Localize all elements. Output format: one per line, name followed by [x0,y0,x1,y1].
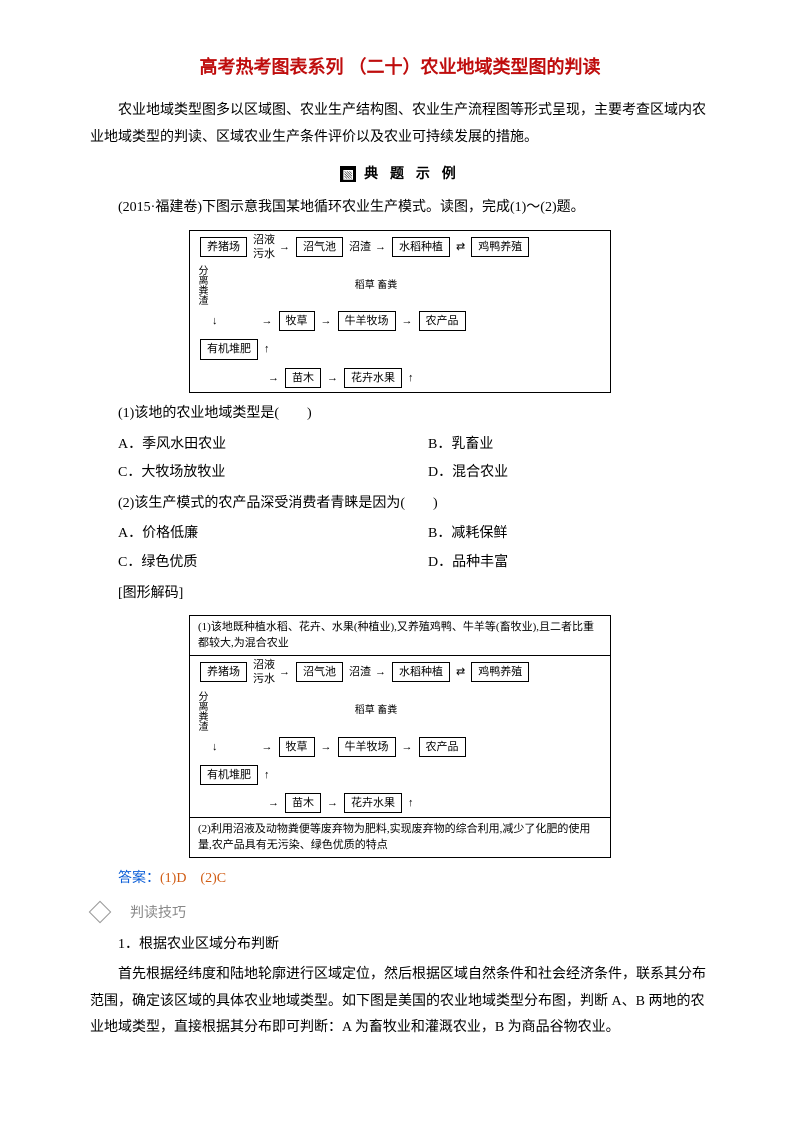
answer-value: (1)D (2)C [160,871,226,886]
arrow-icon: → [327,796,338,810]
node-rice: 水稻种植 [392,662,450,682]
q2-option-a: A．价格低廉 [90,521,400,548]
arrow-icon: → [268,371,279,385]
node-pig: 养猪场 [200,237,247,257]
arrow-icon: → [262,740,273,754]
q1-option-a: A．季风水田农业 [90,432,400,459]
cube-icon [89,901,112,924]
arrow-icon: ↑ [264,768,270,782]
technique-label: 判读技巧 [116,899,186,926]
node-biogas: 沼气池 [296,237,343,257]
arrow-icon: ↓ [212,314,218,328]
arrow-icon: → [279,240,290,254]
q1-option-b: B．乳畜业 [400,432,710,459]
node-cattle: 牛羊牧场 [338,737,396,757]
arrow-icon: ↑ [264,342,270,356]
arrow-icon: ↑ [408,796,414,810]
label-separate: 分离粪渣 [196,265,208,305]
section-header: ▧ 典 题 示 例 [90,159,710,187]
q2-option-d: D．品种丰富 [400,550,710,577]
section-marker-icon: ▧ [340,166,356,182]
q1-option-d: D．混合农业 [400,460,710,487]
arrow-icon: → [375,665,386,679]
diagram-2: (1)该地既种植水稻、花卉、水果(种植业),又养殖鸡鸭、牛羊等(畜牧业),且二者… [90,615,710,858]
label-straw: 稻草 畜粪 [208,279,544,292]
answer-line: 答案：(1)D (2)C [90,866,710,893]
decode-label: [图形解码] [90,581,710,608]
node-grass: 牧草 [279,311,315,331]
q2-stem: (2)该生产模式的农产品深受消费者青睐是因为( ) [90,491,710,518]
q2-option-c: C．绿色优质 [90,550,400,577]
node-rice: 水稻种植 [392,237,450,257]
answer-label: 答案： [118,871,160,886]
node-product: 农产品 [419,311,466,331]
arrow-icon: → [375,240,386,254]
arrow-icon: → [402,314,413,328]
arrow-icon: → [268,796,279,810]
node-biogas: 沼气池 [296,662,343,682]
section-header-text: 典 题 示 例 [364,165,460,181]
node-duck: 鸡鸭养殖 [471,662,529,682]
arrow-icon: → [321,314,332,328]
label-straw: 稻草 畜粪 [208,704,544,717]
diagram-1: 养猪场 沼液污水 → 沼气池 沼渣 → 水稻种植 ⇄ 鸡鸭养殖 分离粪渣 稻草 … [90,230,710,393]
label-biogas-liquid: 沼液污水 [253,658,275,687]
q2-options-row1: A．价格低廉 B．减耗保鲜 [90,521,710,548]
arrow-icon: → [321,740,332,754]
arrow-icon: ↓ [212,740,218,754]
node-flower: 花卉水果 [344,368,402,388]
label-slurry: 沼渣 [349,240,371,254]
arrow-icon: → [262,314,273,328]
label-slurry: 沼渣 [349,665,371,679]
arrow-icon: → [279,665,290,679]
intro-paragraph: 农业地域类型图多以区域图、农业生产结构图、农业生产流程图等形式呈现，主要考查区域… [90,98,710,151]
label-biogas-liquid: 沼液污水 [253,233,275,262]
tech-para-2: 首先根据经纬度和陆地轮廓进行区域定位，然后根据区域自然条件和社会经济条件，联系其… [90,962,710,1042]
q1-options-row1: A．季风水田农业 B．乳畜业 [90,432,710,459]
q2-options-row2: C．绿色优质 D．品种丰富 [90,550,710,577]
node-duck: 鸡鸭养殖 [471,237,529,257]
node-seedling: 苗木 [285,793,321,813]
node-seedling: 苗木 [285,368,321,388]
node-pig: 养猪场 [200,662,247,682]
node-cattle: 牛羊牧场 [338,311,396,331]
arrow-icon: → [327,371,338,385]
node-grass: 牧草 [279,737,315,757]
arrow-icon: ⇄ [456,240,465,254]
arrow-icon: → [402,740,413,754]
question-source: (2015·福建卷)下图示意我国某地循环农业生产模式。读图，完成(1)～(2)题… [90,195,710,222]
decode-note-2: (2)利用沼液及动物粪便等废弃物为肥料,实现废弃物的综合利用,减少了化肥的使用量… [190,817,610,857]
label-separate: 分离粪渣 [196,691,208,731]
node-fertilizer: 有机堆肥 [200,765,258,785]
arrow-icon: ↑ [408,371,414,385]
page-title: 高考热考图表系列 （二十）农业地域类型图的判读 [90,50,710,84]
document-page: 高考热考图表系列 （二十）农业地域类型图的判读 农业地域类型图多以区域图、农业生… [0,0,800,1086]
q1-option-c: C．大牧场放牧业 [90,460,400,487]
node-flower: 花卉水果 [344,793,402,813]
tech-para-1: 1．根据农业区域分布判断 [90,932,710,959]
decode-note-1: (1)该地既种植水稻、花卉、水果(种植业),又养殖鸡鸭、牛羊等(畜牧业),且二者… [190,616,610,656]
technique-header: 判读技巧 [90,899,710,926]
arrow-icon: ⇄ [456,665,465,679]
node-fertilizer: 有机堆肥 [200,339,258,359]
q1-stem: (1)该地的农业地域类型是( ) [90,401,710,428]
node-product: 农产品 [419,737,466,757]
q1-options-row2: C．大牧场放牧业 D．混合农业 [90,460,710,487]
q2-option-b: B．减耗保鲜 [400,521,710,548]
